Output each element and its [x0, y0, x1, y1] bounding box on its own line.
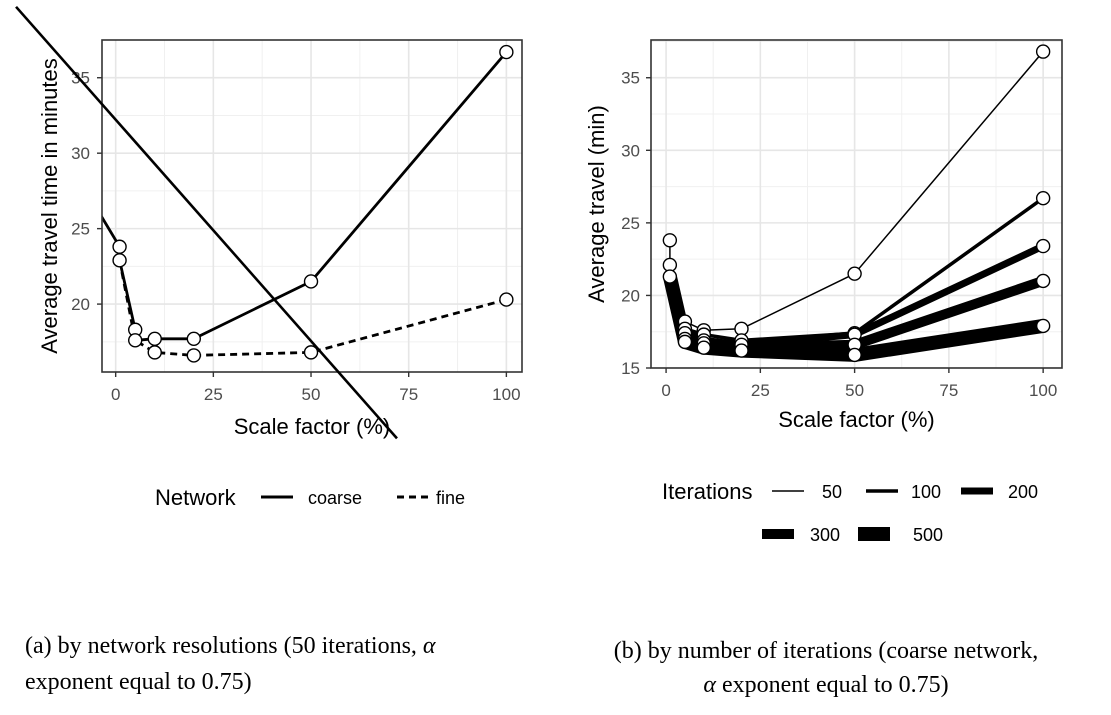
- data-point: [1035, 318, 1051, 334]
- data-point: [147, 345, 162, 360]
- caption-text: exponent equal to 0.75): [716, 672, 949, 698]
- caption-text: exponent equal to 0.75): [25, 669, 252, 695]
- data-point: [186, 348, 202, 363]
- data-point: [734, 343, 749, 358]
- data-point: [662, 269, 678, 284]
- x-tick-label: 100: [492, 385, 520, 404]
- grid: [102, 40, 522, 372]
- grid: [651, 40, 1062, 368]
- panel-b: 15 20 25 30 35 0 25 50 75 100 Scale factor (%) Aver…: [584, 39, 1063, 545]
- x-tick-label: 25: [751, 381, 770, 400]
- alpha-symbol: α: [423, 633, 436, 659]
- legend-label-100: 100: [911, 482, 941, 502]
- data-point: [1035, 273, 1051, 289]
- data-point: [1035, 44, 1051, 59]
- panel-border: [650, 39, 1063, 369]
- legend-title: Iterations: [662, 479, 753, 504]
- data-point: [112, 239, 127, 254]
- legend: Network coarse fine: [155, 485, 465, 510]
- legend-label-50: 50: [822, 482, 842, 502]
- data-point: [128, 333, 143, 348]
- series-line-fine: [118, 260, 507, 357]
- data-point: [696, 340, 711, 355]
- data-point: [662, 233, 678, 248]
- y-tick-label: 30: [71, 144, 90, 163]
- x-axis-label: Scale factor (%): [234, 414, 391, 439]
- legend-title: Network: [155, 485, 237, 510]
- alpha-symbol: α: [703, 672, 716, 698]
- data-point: [303, 345, 319, 360]
- data-point: [1035, 190, 1051, 206]
- data-point: [847, 347, 862, 363]
- series-line-coarse: [102, 51, 508, 342]
- x-tick-label: 75: [939, 381, 958, 400]
- data-point: [186, 331, 202, 346]
- x-tick-label: 25: [204, 385, 223, 404]
- panel-border: [101, 39, 523, 373]
- legend-label-300: 300: [810, 525, 840, 545]
- caption-text: (b) by number of iterations (coarse netw…: [614, 638, 1039, 664]
- legend-label-200: 200: [1008, 482, 1038, 502]
- legend: Iterations 50 100 200 300 500: [662, 479, 1038, 545]
- data-point: [147, 331, 162, 346]
- plot-area: [102, 44, 514, 363]
- x-tick-label: 0: [661, 381, 670, 400]
- data-point: [847, 266, 862, 281]
- y-tick-label: 20: [621, 286, 640, 305]
- legend-label-500: 500: [913, 525, 943, 545]
- data-point: [499, 292, 514, 307]
- x-tick-label: 100: [1029, 381, 1057, 400]
- data-point: [499, 44, 514, 60]
- x-tick-label: 50: [845, 381, 864, 400]
- legend-label-fine: fine: [436, 488, 465, 508]
- caption-line-1: (b) by number of iterations (coarse netw…: [614, 638, 1039, 664]
- caption-line-1: (a) by network resolutions (50 iteration…: [25, 633, 436, 659]
- y-tick-label: 25: [71, 220, 90, 239]
- caption-line-2: α exponent equal to 0.75): [703, 672, 948, 698]
- y-axis-label: Average travel time in minutes: [37, 58, 62, 354]
- plot-area: [662, 44, 1051, 363]
- y-tick-label: 20: [71, 295, 90, 314]
- y-tick-label: 35: [621, 69, 640, 88]
- x-tick-label: 0: [111, 385, 120, 404]
- x-tick-label: 50: [302, 385, 321, 404]
- overlay-diagonal-line: [15, 5, 398, 440]
- data-point: [1035, 238, 1051, 254]
- caption-text: (a) by network resolutions (50 iteration…: [25, 633, 423, 659]
- data-point: [112, 253, 127, 268]
- y-tick-label: 30: [621, 141, 640, 160]
- y-tick-label: 25: [621, 214, 640, 233]
- data-point: [677, 334, 693, 350]
- data-point: [303, 274, 319, 289]
- x-tick-label: 75: [399, 385, 418, 404]
- legend-label-coarse: coarse: [308, 488, 362, 508]
- y-tick-label: 15: [621, 359, 640, 378]
- caption-line-2: exponent equal to 0.75): [25, 669, 252, 695]
- x-axis-label: Scale factor (%): [778, 407, 935, 432]
- series-line-50: [669, 51, 1044, 332]
- y-axis-label: Average travel (min): [584, 105, 609, 303]
